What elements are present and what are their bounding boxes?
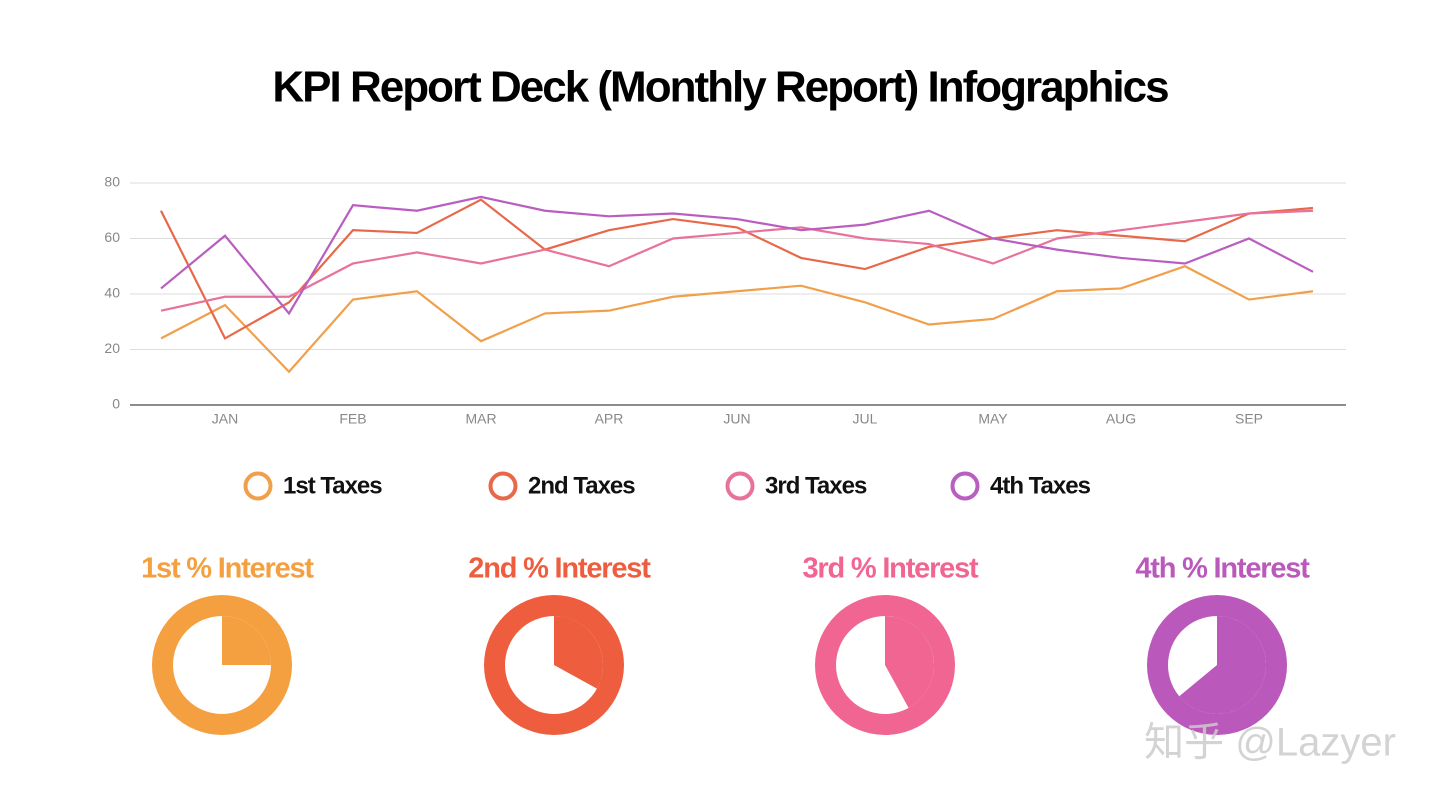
x-tick-label: AUG: [1106, 411, 1136, 427]
pie-slice: [885, 616, 934, 708]
y-tick-label: 20: [104, 340, 120, 356]
pie-slice: [554, 616, 603, 689]
pie-slice: [222, 616, 271, 665]
series-line: [160, 195, 1314, 316]
legend-marker: [243, 471, 273, 501]
legend-marker: [488, 471, 518, 501]
x-tick-label: APR: [595, 411, 624, 427]
series-line: [160, 265, 1314, 374]
pie-slice: [1179, 616, 1266, 714]
x-tick-label: JUL: [853, 411, 878, 427]
y-tick-label: 40: [104, 285, 120, 301]
x-tick-label: SEP: [1235, 411, 1263, 427]
series-line: [160, 209, 1314, 312]
x-tick-label: JAN: [212, 411, 238, 427]
legend-marker: [950, 471, 980, 501]
pie-title: 1st % Interest: [141, 553, 314, 585]
legend-marker: [725, 471, 755, 501]
x-tick-label: JUN: [723, 411, 750, 427]
series-line: [160, 198, 1314, 340]
y-tick-label: 60: [104, 229, 120, 245]
legend-label: 2nd Taxes: [528, 472, 635, 499]
y-tick-label: 0: [112, 396, 120, 412]
x-tick-label: MAY: [978, 411, 1008, 427]
x-tick-label: FEB: [339, 411, 366, 427]
x-tick-label: MAR: [465, 411, 496, 427]
pie-title: 4th % Interest: [1135, 553, 1310, 585]
legend-label: 3rd Taxes: [765, 472, 867, 499]
pie-title: 3rd % Interest: [803, 553, 980, 585]
pie-title: 2nd % Interest: [468, 553, 651, 585]
legend-label: 1st Taxes: [283, 472, 382, 499]
y-tick-label: 80: [104, 174, 120, 190]
watermark: 知乎 @Lazyer: [1144, 721, 1396, 765]
legend-label: 4th Taxes: [990, 472, 1091, 499]
slide-title: KPI Report Deck (Monthly Report) Infogra…: [272, 63, 1168, 112]
